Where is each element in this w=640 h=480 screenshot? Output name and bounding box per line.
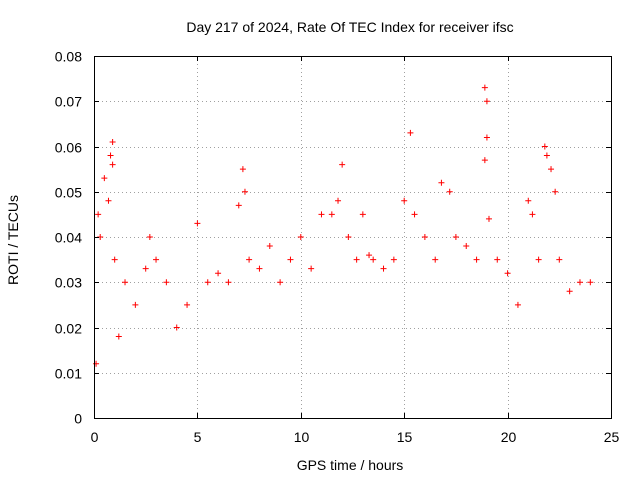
data-point xyxy=(494,256,501,263)
x-tick-label: 20 xyxy=(501,429,517,445)
data-point xyxy=(483,134,490,141)
data-point xyxy=(308,265,315,272)
data-point xyxy=(194,220,201,227)
data-point xyxy=(481,84,488,91)
data-point xyxy=(353,256,360,263)
data-point xyxy=(587,279,594,286)
y-tick-label: 0.07 xyxy=(55,94,82,110)
data-point xyxy=(366,252,373,259)
x-tick-label: 25 xyxy=(604,429,620,445)
data-point xyxy=(246,256,253,263)
data-point xyxy=(109,161,116,168)
data-point xyxy=(535,256,542,263)
data-points xyxy=(93,84,594,367)
y-tick-label: 0.04 xyxy=(55,230,82,246)
x-tick-label: 0 xyxy=(91,429,99,445)
data-point xyxy=(241,188,248,195)
data-point xyxy=(101,175,108,182)
data-point xyxy=(556,256,563,263)
data-point xyxy=(566,288,573,295)
data-point xyxy=(452,234,459,240)
data-point xyxy=(239,166,246,173)
y-tick-labels: 0 0.01 0.02 0.03 0.04 0.05 0.06 0.07 0.08 xyxy=(55,49,82,427)
data-point xyxy=(411,211,418,218)
y-tick-label: 0.02 xyxy=(55,321,82,337)
y-axis-label: ROTI / TECUs xyxy=(5,195,21,285)
data-point xyxy=(432,256,439,263)
data-point xyxy=(407,129,414,136)
x-tick-label: 5 xyxy=(194,429,202,445)
data-point xyxy=(328,211,335,218)
data-point xyxy=(107,152,114,159)
data-point xyxy=(504,270,511,277)
data-point xyxy=(215,270,222,277)
data-point xyxy=(111,256,118,263)
x-tick-labels: 0 5 10 15 20 25 xyxy=(91,429,620,445)
y-tick-label: 0.03 xyxy=(55,275,82,291)
tick-layer xyxy=(94,56,612,419)
data-point xyxy=(481,157,488,164)
data-point xyxy=(541,143,548,150)
data-point xyxy=(483,98,490,105)
data-point xyxy=(122,279,129,286)
data-point xyxy=(256,265,263,272)
data-point xyxy=(235,202,242,209)
x-axis-label: GPS time / hours xyxy=(297,457,404,473)
data-point xyxy=(142,265,149,272)
data-point xyxy=(297,234,304,240)
data-point xyxy=(446,188,453,195)
data-point xyxy=(514,301,521,308)
data-point xyxy=(548,166,555,173)
data-point xyxy=(463,243,470,250)
data-point xyxy=(318,211,325,218)
data-point xyxy=(225,279,232,286)
data-point xyxy=(184,301,191,308)
data-point xyxy=(401,197,408,204)
data-point xyxy=(552,188,559,195)
data-point xyxy=(390,256,397,263)
chart-title: Day 217 of 2024, Rate Of TEC Index for r… xyxy=(186,19,513,35)
data-point xyxy=(473,256,480,263)
y-tick-label: 0.01 xyxy=(55,366,82,382)
data-point xyxy=(335,197,342,204)
data-point xyxy=(153,256,160,263)
data-point xyxy=(438,179,445,186)
data-point xyxy=(204,279,211,286)
data-point xyxy=(525,197,532,204)
x-tick-label: 10 xyxy=(294,429,310,445)
data-point xyxy=(380,265,387,272)
y-tick-label: 0.06 xyxy=(55,140,82,156)
data-point xyxy=(421,234,428,240)
grid-layer xyxy=(94,56,611,418)
data-point xyxy=(266,243,273,250)
data-point xyxy=(345,234,352,240)
data-point xyxy=(287,256,294,263)
data-point xyxy=(163,279,170,286)
data-point xyxy=(339,161,346,168)
plot-frame xyxy=(94,56,612,419)
data-point xyxy=(109,138,116,145)
data-point xyxy=(485,215,492,222)
data-point xyxy=(543,152,550,159)
data-point xyxy=(359,211,366,218)
data-point xyxy=(132,301,139,308)
data-point xyxy=(115,333,122,340)
data-point xyxy=(93,360,100,367)
data-point xyxy=(173,324,180,331)
data-point xyxy=(370,256,377,263)
x-tick-label: 15 xyxy=(397,429,413,445)
data-point xyxy=(95,211,102,218)
data-point xyxy=(277,279,284,286)
data-point xyxy=(576,279,583,286)
y-tick-label: 0.05 xyxy=(55,185,82,201)
y-tick-label: 0 xyxy=(74,411,82,427)
data-point xyxy=(529,211,536,218)
data-point xyxy=(146,234,153,240)
y-tick-label: 0.08 xyxy=(55,49,82,65)
data-point xyxy=(105,197,112,204)
